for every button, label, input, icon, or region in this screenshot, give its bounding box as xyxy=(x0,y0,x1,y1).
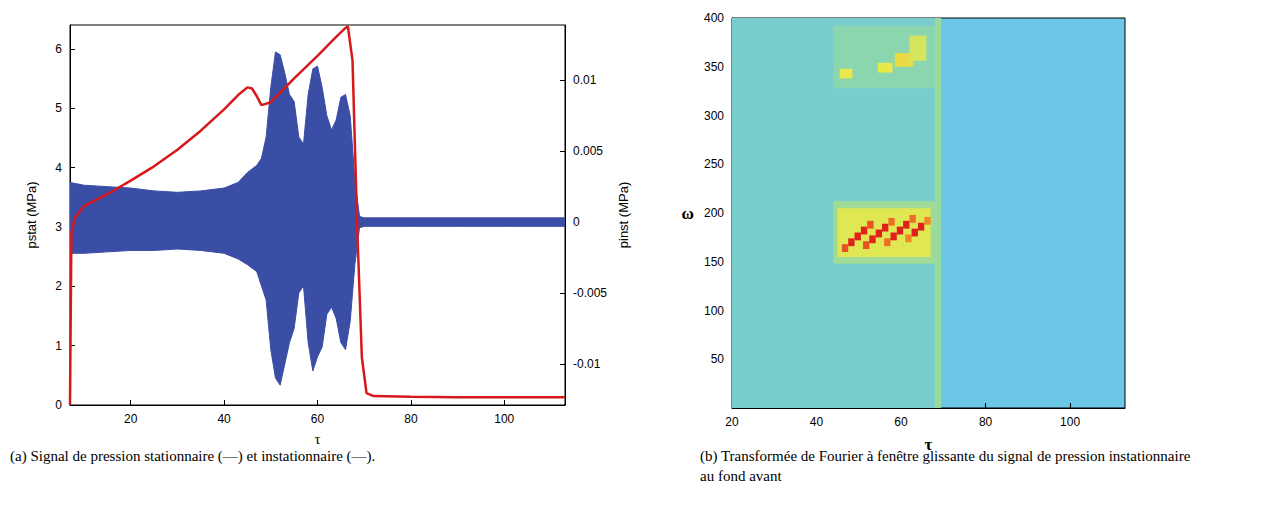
svg-text:0.01: 0.01 xyxy=(573,73,597,87)
svg-text:150: 150 xyxy=(704,255,724,269)
svg-text:4: 4 xyxy=(55,161,62,175)
svg-text:τ: τ xyxy=(314,431,320,447)
svg-text:80: 80 xyxy=(979,415,993,429)
svg-text:100: 100 xyxy=(1060,415,1080,429)
svg-text:20: 20 xyxy=(124,412,138,426)
svg-text:40: 40 xyxy=(810,415,824,429)
svg-text:400: 400 xyxy=(704,11,724,25)
svg-text:0: 0 xyxy=(55,398,62,412)
svg-text:60: 60 xyxy=(311,412,325,426)
svg-text:6: 6 xyxy=(55,42,62,56)
svg-text:2: 2 xyxy=(55,279,62,293)
svg-text:20: 20 xyxy=(725,415,739,429)
svg-text:80: 80 xyxy=(404,412,418,426)
svg-text:300: 300 xyxy=(704,109,724,123)
svg-text:3: 3 xyxy=(55,220,62,234)
svg-text:100: 100 xyxy=(704,304,724,318)
svg-text:100: 100 xyxy=(494,412,514,426)
svg-text:-0.005: -0.005 xyxy=(573,286,607,300)
svg-text:-0.01: -0.01 xyxy=(573,357,601,371)
svg-text:pinst (MPa): pinst (MPa) xyxy=(616,182,631,248)
svg-text:40: 40 xyxy=(217,412,231,426)
svg-text:200: 200 xyxy=(704,206,724,220)
svg-text:ω: ω xyxy=(682,204,694,223)
svg-text:0: 0 xyxy=(573,215,580,229)
svg-text:50: 50 xyxy=(711,352,725,366)
svg-text:60: 60 xyxy=(894,415,908,429)
svg-text:250: 250 xyxy=(704,157,724,171)
svg-text:pstat (MPa): pstat (MPa) xyxy=(24,181,39,248)
svg-text:1: 1 xyxy=(55,339,62,353)
svg-text:5: 5 xyxy=(55,101,62,115)
svg-text:0.005: 0.005 xyxy=(573,144,603,158)
svg-text:350: 350 xyxy=(704,60,724,74)
